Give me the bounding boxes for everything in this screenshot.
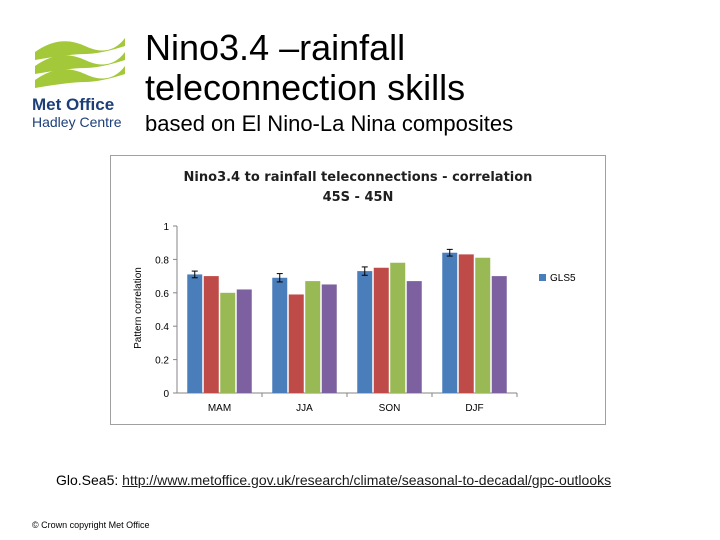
logo-waves-icon: Met Office Hadley Centre [32,38,125,130]
bar [458,254,474,393]
chart-bars [187,248,507,393]
y-tick-label: 1 [163,222,169,233]
met-office-logo: Met Office Hadley Centre [30,30,130,135]
legend-label: GLS5 [550,273,576,284]
chart-panel: Nino3.4 to rainfall teleconnections - co… [110,155,606,425]
bar [236,289,252,393]
x-tick-label: DJF [465,403,483,414]
chart-legend: GLS5 [539,273,576,284]
logo-text-line1: Met Office [32,95,114,114]
legend-swatch [539,274,546,281]
slide-subtitle: based on El Nino-La Nina composites [145,111,514,136]
bar [406,281,422,393]
bar [203,276,219,393]
logo-text-line2: Hadley Centre [32,114,122,130]
y-tick-label: 0 [163,389,169,400]
bar [220,292,236,393]
chart-title-line2: 45S - 45N [322,190,394,205]
bar [288,294,304,393]
y-tick-label: 0.6 [155,289,169,300]
y-tick-label: 0.2 [155,356,169,367]
bar-chart: 0 0.2 0.4 0.6 0.8 1 MAM JJA SON DJF GLS5 Pattern … [133,222,576,414]
slide-title: Nino3.4 –rainfall teleconnection skills [145,28,465,108]
y-tick-label: 0.8 [155,255,169,266]
chart-title: Nino3.4 to rainfall teleconnections - co… [111,168,605,208]
gpc-outlooks-link[interactable]: http://www.metoffice.gov.uk/research/cli… [122,472,612,488]
bar [442,252,458,393]
slide-title-line2: teleconnection skills [145,67,466,108]
bar [390,262,406,393]
copyright-notice: © Crown copyright Met Office [32,520,150,530]
bar [491,276,507,393]
slide-title-line1: Nino3.4 –rainfall [145,27,406,68]
bar [305,281,321,393]
x-tick-label: MAM [208,403,231,414]
chart-title-line1: Nino3.4 to rainfall teleconnections - co… [183,170,533,185]
bar [357,271,373,393]
x-tick-label: SON [379,403,401,414]
bar [475,257,491,393]
y-axis-label: Pattern correlation [133,267,144,349]
footer-reference: Glo.Sea5: http://www.metoffice.gov.uk/re… [56,472,611,488]
bar [321,284,337,393]
footer-label: Glo.Sea5: [56,472,123,488]
x-tick-label: JJA [296,403,313,414]
bar [373,267,389,393]
y-tick-label: 0.4 [155,322,169,333]
bar [272,277,288,393]
bar [187,274,203,393]
